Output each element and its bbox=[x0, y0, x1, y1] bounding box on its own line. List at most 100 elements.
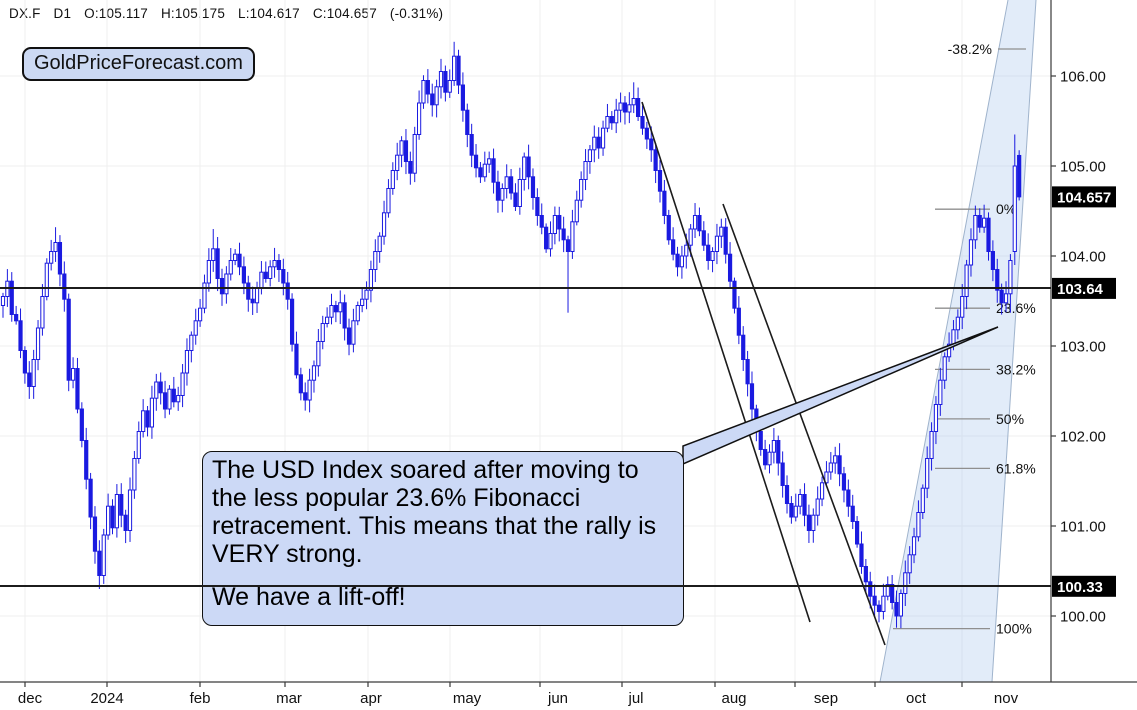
time-tick-label: jun bbox=[547, 690, 568, 707]
candle-body-down bbox=[285, 282, 290, 300]
candle-body-down bbox=[609, 116, 614, 124]
candle-body-down bbox=[346, 327, 352, 345]
candle-body-up bbox=[49, 251, 54, 264]
candle-body-up bbox=[767, 451, 772, 466]
candle-body-down bbox=[544, 226, 549, 250]
time-tick-label: aug bbox=[721, 690, 746, 707]
horizontal-level-line-10364[interactable] bbox=[0, 287, 1051, 289]
candle-body-up bbox=[167, 388, 172, 410]
candle-body-down bbox=[460, 84, 465, 111]
candle-body-down bbox=[986, 217, 991, 252]
candle-body-up bbox=[417, 102, 422, 135]
candle-body-down bbox=[671, 239, 676, 255]
candle-body-down bbox=[298, 374, 303, 394]
candlestick-series bbox=[0, 41, 1022, 629]
candle-body-up bbox=[881, 595, 886, 613]
candle-body-up bbox=[903, 572, 908, 594]
candle-body-up bbox=[1008, 260, 1013, 295]
candle-body-down bbox=[158, 381, 163, 394]
candle-body-up bbox=[614, 109, 619, 124]
candle-body-down bbox=[250, 298, 255, 304]
fib-level-label: 38.2% bbox=[996, 361, 1036, 377]
declining-channel-lower[interactable] bbox=[722, 203, 886, 646]
candle-body-up bbox=[136, 431, 141, 459]
candle-body-down bbox=[846, 489, 851, 507]
candle-body-down bbox=[123, 514, 128, 532]
price-axis[interactable]: 106.00 105.00 104.00 103.00 102.00 101.00 100.… bbox=[1051, 69, 1116, 626]
candle-body-down bbox=[62, 273, 67, 300]
candle-body-up bbox=[771, 440, 776, 453]
candle-body-up bbox=[106, 505, 111, 536]
candle-body-up bbox=[355, 305, 360, 322]
candle-body-up bbox=[311, 365, 317, 381]
candle-body-up bbox=[920, 487, 925, 514]
time-tick-label: feb bbox=[190, 690, 211, 707]
timeframe-label: D1 bbox=[53, 6, 72, 21]
candle-body-up bbox=[206, 260, 211, 284]
candle-body-down bbox=[675, 253, 680, 268]
candle-body-down bbox=[57, 242, 63, 275]
brand-badge: GoldPriceForecast.com bbox=[22, 47, 255, 81]
candle-body-up bbox=[938, 379, 943, 406]
candle-body-up bbox=[798, 494, 803, 507]
candle-body-up bbox=[916, 512, 921, 538]
time-tick-label: jul bbox=[627, 690, 643, 707]
candle-body-down bbox=[763, 449, 768, 466]
candle-body-up bbox=[500, 188, 505, 201]
time-axis[interactable]: dec 2024 feb mar apr may jun jul aug sep oct nov bbox=[18, 682, 1019, 707]
candle-body-down bbox=[636, 98, 641, 117]
open-value: O:105.117 bbox=[84, 6, 148, 21]
candle-body-down bbox=[403, 140, 409, 163]
candle-body-up bbox=[548, 233, 553, 250]
candle-body-up bbox=[377, 235, 382, 252]
candle-body-up bbox=[447, 80, 452, 93]
candle-body-down bbox=[97, 550, 102, 577]
horizontal-level-line-10033[interactable] bbox=[0, 585, 1051, 587]
candle-body-down bbox=[723, 226, 728, 255]
time-tick-label: mar bbox=[276, 690, 302, 707]
candle-body-down bbox=[9, 280, 14, 316]
candle-body-up bbox=[719, 226, 724, 237]
candle-body-up bbox=[946, 343, 952, 358]
candle-body-up bbox=[254, 287, 260, 304]
candle-body-down bbox=[806, 514, 812, 532]
candle-body-up bbox=[679, 255, 684, 268]
callout-paragraph-2: We have a lift-off! bbox=[212, 583, 406, 611]
candle-body-down bbox=[219, 278, 225, 295]
candle-body-up bbox=[627, 104, 632, 113]
candle-body-up bbox=[316, 341, 321, 367]
candle-body-up bbox=[929, 431, 934, 459]
annotation-callout[interactable]: The USD Index soared after moving to the… bbox=[202, 451, 684, 626]
candle-body-down bbox=[342, 302, 347, 329]
candle-body-down bbox=[162, 392, 168, 410]
candle-body-down bbox=[539, 215, 544, 228]
callout-tail[interactable] bbox=[682, 326, 999, 466]
candle-body-down bbox=[727, 253, 733, 282]
candle-body-up bbox=[224, 273, 229, 295]
time-tick-label: oct bbox=[906, 690, 927, 707]
candle-body-up bbox=[907, 554, 912, 574]
candle-body-up bbox=[925, 458, 930, 489]
candle-body-up bbox=[592, 136, 597, 151]
declining-channel-upper[interactable] bbox=[641, 101, 811, 623]
candle-body-up bbox=[228, 260, 233, 275]
price-tick-label: 100.00 bbox=[1060, 609, 1106, 626]
candle-body-up bbox=[517, 179, 522, 207]
candle-body-down bbox=[1017, 154, 1022, 198]
candle-body-up bbox=[552, 215, 557, 234]
candle-body-up bbox=[811, 514, 816, 532]
candle-body-up bbox=[272, 260, 277, 268]
candle-body-down bbox=[876, 604, 882, 613]
candle-body-up bbox=[438, 71, 444, 88]
candle-body-up bbox=[579, 179, 584, 201]
candle-body-up bbox=[688, 228, 693, 246]
trendlines bbox=[641, 101, 886, 646]
candle-body-down bbox=[237, 253, 242, 268]
time-tick-label: nov bbox=[994, 690, 1019, 707]
low-value: L:104.617 bbox=[238, 6, 300, 21]
candle-body-down bbox=[14, 314, 19, 322]
candle-body-down bbox=[66, 298, 71, 381]
candle-body-down bbox=[22, 350, 27, 374]
candle-body-up bbox=[710, 251, 715, 261]
